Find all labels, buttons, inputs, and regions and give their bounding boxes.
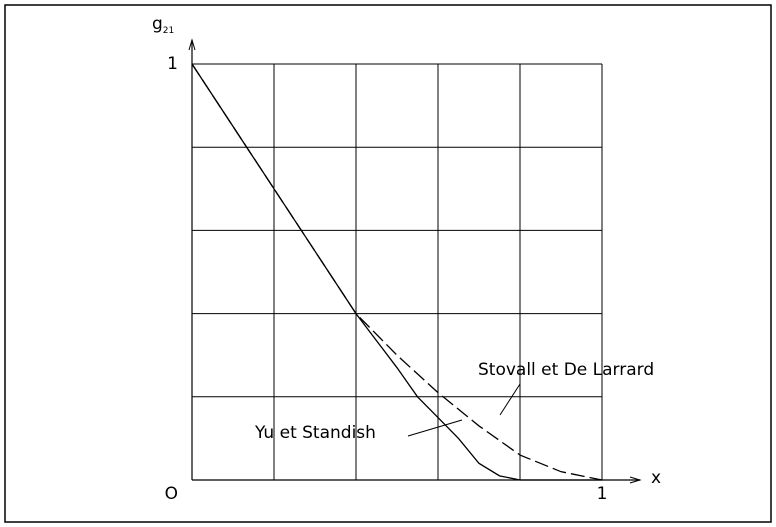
y-axis-label: g21	[152, 14, 174, 36]
x-tick-label: 1	[597, 484, 608, 504]
y-label-sub: 21	[163, 26, 174, 36]
leader-line	[499, 383, 521, 416]
y-tick-label: 1	[167, 54, 178, 74]
x-axis-label: x	[651, 468, 661, 488]
x-arrow	[629, 476, 642, 484]
y-arrow	[188, 38, 196, 51]
origin-label: O	[165, 484, 178, 504]
curve-label: Yu et Standish	[254, 423, 376, 443]
frame	[4, 4, 772, 523]
leader-line	[407, 419, 463, 437]
series-line	[191, 63, 602, 481]
series-line	[191, 63, 603, 481]
y-label-main: g	[152, 14, 163, 34]
curve-label: Stovall et De Larrard	[478, 360, 654, 380]
